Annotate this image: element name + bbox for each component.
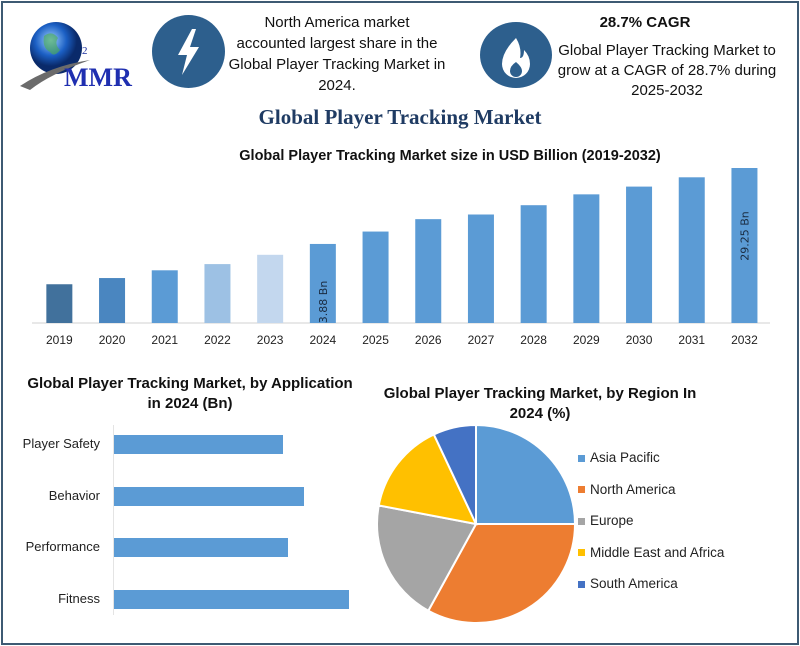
slice-north-america <box>426 523 577 624</box>
x-tick-2029: 2029 <box>572 333 600 347</box>
slice-middle-east-and-africa <box>377 433 478 526</box>
x-tick-2021: 2021 <box>151 333 179 347</box>
data-label-2024: 3.88 Bn <box>317 281 330 324</box>
legend-label: North America <box>590 481 676 497</box>
region-chart-title: Global Player Tracking Market, by Region… <box>383 385 697 422</box>
legend-item-south-america: South America <box>578 576 678 591</box>
x-tick-2032: 2032 <box>731 333 758 347</box>
svg-text:MMR: MMR <box>64 63 132 92</box>
bar-2030 <box>626 186 653 323</box>
y-tick-performance: Performance <box>25 539 100 554</box>
x-tick-2028: 2028 <box>520 333 547 347</box>
slice-europe <box>376 504 478 613</box>
legend-label: Asia Pacific <box>590 450 660 465</box>
market-size-chart-title: Global Player Tracking Market size in US… <box>239 148 661 164</box>
slice-asia-pacific <box>475 423 577 525</box>
bar-performance <box>114 538 288 557</box>
bar-2026 <box>415 219 442 323</box>
svg-text:2: 2 <box>82 45 88 57</box>
legend-swatch <box>578 549 585 557</box>
bar-2023 <box>257 254 284 323</box>
bar-2029 <box>573 194 600 323</box>
x-tick-2023: 2023 <box>256 333 284 347</box>
data-label-2032: 29.25 Bn <box>738 211 751 261</box>
legend-label: Europe <box>590 513 634 528</box>
bar-2032 <box>731 168 758 323</box>
bar-2021 <box>151 270 178 323</box>
slice-south-america <box>432 423 477 525</box>
legend-item-middle-east-and-africa: Middle East and Africa <box>578 545 724 560</box>
x-tick-2019: 2019 <box>45 333 73 347</box>
legend-swatch <box>578 517 585 525</box>
lightning-bolt-icon <box>152 15 225 88</box>
main-title: Global Player Tracking Market <box>258 105 542 129</box>
legend-swatch <box>578 454 585 462</box>
market-size-bar-chart: 3.88 Bn 29.25 Bn <box>32 168 770 324</box>
y-tick-fitness: Fitness <box>58 591 100 606</box>
x-tick-2027: 2027 <box>467 333 495 347</box>
x-tick-2022: 2022 <box>204 333 231 347</box>
legend-item-asia-pacific: Asia Pacific <box>578 450 660 465</box>
mmr-logo: 2 MMR <box>14 18 154 98</box>
bar-player-safety <box>114 435 284 454</box>
bar-2028 <box>520 205 547 323</box>
legend-swatch <box>578 486 585 494</box>
bar-2025 <box>362 231 389 323</box>
bar-2019 <box>46 284 73 323</box>
x-tick-2031: 2031 <box>678 333 706 347</box>
x-tick-2025: 2025 <box>362 333 389 347</box>
cagr-title: 28.7% CAGR <box>599 14 691 31</box>
bar-2024 <box>309 243 336 323</box>
legend-item-europe: Europe <box>578 513 634 528</box>
legend-swatch <box>578 580 585 588</box>
region-pie-chart <box>376 423 577 624</box>
bar-2020 <box>99 278 126 323</box>
cagr-info: Global Player Tracking Market to grow at… <box>557 42 777 99</box>
bar-2031 <box>678 177 705 323</box>
legend-label: South America <box>590 576 678 591</box>
x-tick-2020: 2020 <box>98 333 126 347</box>
bar-2022 <box>204 264 231 323</box>
x-tick-2030: 2030 <box>625 333 653 347</box>
legend-label: Middle East and Africa <box>590 544 725 560</box>
x-tick-2026: 2026 <box>414 333 442 347</box>
y-axis-line <box>113 425 114 615</box>
north-america-info: North America market accounted largest s… <box>228 14 446 94</box>
bar-2027 <box>467 214 494 323</box>
bar-behavior <box>114 487 305 506</box>
y-tick-behavior: Behavior <box>48 488 100 503</box>
application-chart-title: Global Player Tracking Market, by Applic… <box>27 375 353 412</box>
y-tick-player-safety: Player Safety <box>22 436 100 451</box>
flame-icon <box>480 22 552 88</box>
bar-fitness <box>114 590 349 609</box>
x-tick-2024: 2024 <box>309 333 337 347</box>
legend-item-north-america: North America <box>578 482 676 497</box>
